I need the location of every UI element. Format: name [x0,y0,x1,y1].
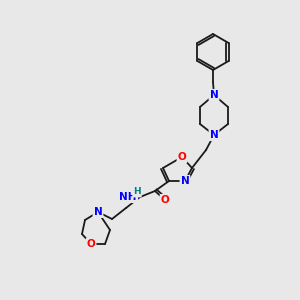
Text: NH: NH [119,192,137,202]
Text: N: N [210,90,218,100]
Text: N: N [210,130,218,140]
Text: O: O [160,195,169,205]
Text: H: H [133,188,141,196]
Text: O: O [87,239,95,249]
Text: N: N [94,207,102,217]
Text: N: N [181,176,189,186]
Text: O: O [178,152,186,162]
